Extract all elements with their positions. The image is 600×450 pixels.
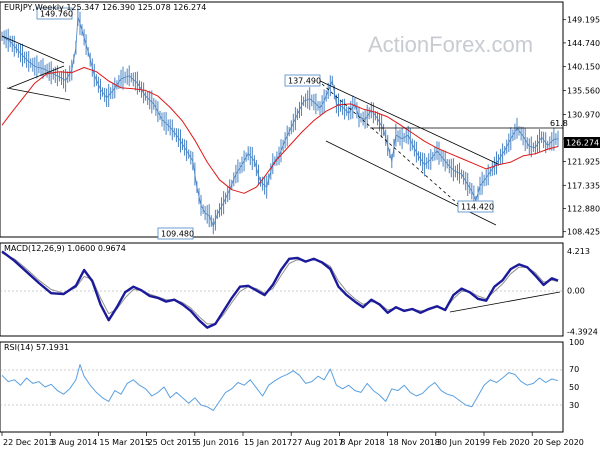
channel-mid-dashed-line	[321, 83, 459, 205]
label-149760: 149.760	[36, 7, 73, 20]
watermark-text: ActionForex.com	[368, 32, 533, 57]
rsi-panel-title: RSI(14) 57.1931	[4, 343, 69, 352]
price-axis-tick-label: 121.925	[567, 158, 600, 167]
rsi-axis-tick-label: 50	[569, 383, 579, 392]
macd-main-line	[1, 250, 559, 329]
date-axis-tick-label: 9 Feb 2020	[485, 438, 530, 447]
macd-main-series	[1, 250, 559, 329]
rsi-series	[1, 364, 559, 411]
price-axis-tick-label: 112.880	[567, 205, 600, 214]
rsi-axis-tick-label: 30	[569, 401, 579, 410]
macd-trend-line	[449, 291, 561, 313]
price-axis: 149.195 144.740 140.150 135.560 130.970 121.9…	[563, 16, 600, 237]
price-axis-tick-label: 117.335	[567, 181, 600, 190]
price-panel-frame	[0, 1, 564, 238]
price-axis-tick-label: 108.425	[567, 228, 600, 237]
date-axis-tick-label: 18 Nov 2018	[389, 438, 440, 447]
channel-cross-line-2014	[8, 65, 65, 89]
macd-axis: 4.213 0.00 -4.3924	[567, 247, 598, 336]
price-series	[1, 7, 559, 235]
price-axis-tick-label: 130.970	[567, 111, 600, 120]
date-axis-tick-label: 22 Dec 2013	[3, 438, 54, 447]
svg-text:114.420: 114.420	[461, 203, 494, 212]
rsi-axis-tick-label: 70	[569, 365, 579, 374]
date-axis-tick-label: 27 Aug 2017	[292, 438, 343, 447]
date-axis-tick-label: 5 Jun 2016	[196, 438, 239, 447]
macd-axis-tick-label: 0.00	[567, 286, 585, 295]
date-axis-tick-label: 30 Jun 2019	[437, 438, 485, 447]
svg-text:126.274: 126.274	[566, 139, 599, 148]
rsi-panel-frame	[0, 341, 564, 433]
label-109480: 109.480	[157, 227, 194, 240]
moving-average-line	[1, 67, 559, 194]
label-114420: 114.420	[457, 200, 494, 213]
macd-panel-title: MACD(12,26,9) 1.0600 0.9674	[4, 244, 126, 253]
last-price-marker: 126.274	[564, 137, 600, 148]
macd-panel-frame	[0, 242, 564, 337]
date-axis-tick-label: 3 Aug 2014	[51, 438, 97, 447]
price-panel-title: EURJPY,Weekly 125.347 126.390 125.078 12…	[4, 3, 206, 12]
date-axis-tick-label: 20 Sep 2020	[533, 438, 584, 447]
price-axis-tick-label: 144.740	[567, 39, 600, 48]
channel-upper-line-2014	[1, 35, 65, 64]
date-axis-tick-label: 8 Apr 2018	[340, 438, 384, 447]
rsi-line	[1, 364, 559, 411]
svg-text:109.480: 109.480	[161, 230, 194, 239]
date-axis-tick-label: 25 Oct 2015	[148, 438, 197, 447]
date-axis-tick-label: 15 Mar 2015	[99, 438, 150, 447]
fib-618-label: 61.8	[550, 119, 568, 128]
macd-axis-tick-label: -4.3924	[567, 327, 598, 336]
price-axis-tick-label: 149.195	[567, 16, 600, 25]
moving-average-series	[1, 67, 559, 194]
macd-axis-tick-label: 4.213	[567, 247, 590, 256]
price-line	[1, 16, 559, 227]
svg-text:137.490: 137.490	[288, 77, 321, 86]
channel-lower-line-2014	[6, 87, 71, 101]
date-axis-tick-label: 15 Jan 2017	[244, 438, 292, 447]
rsi-axis: 100 70 50 30	[569, 338, 584, 410]
price-axis-tick-label: 140.150	[567, 63, 600, 72]
price-axis-tick-label: 135.560	[567, 87, 600, 96]
rsi-axis-tick-label: 100	[569, 338, 584, 347]
svg-text:149.760: 149.760	[40, 10, 73, 19]
label-137490: 137.490	[284, 74, 321, 87]
channel-upper-line-2018	[317, 79, 499, 165]
